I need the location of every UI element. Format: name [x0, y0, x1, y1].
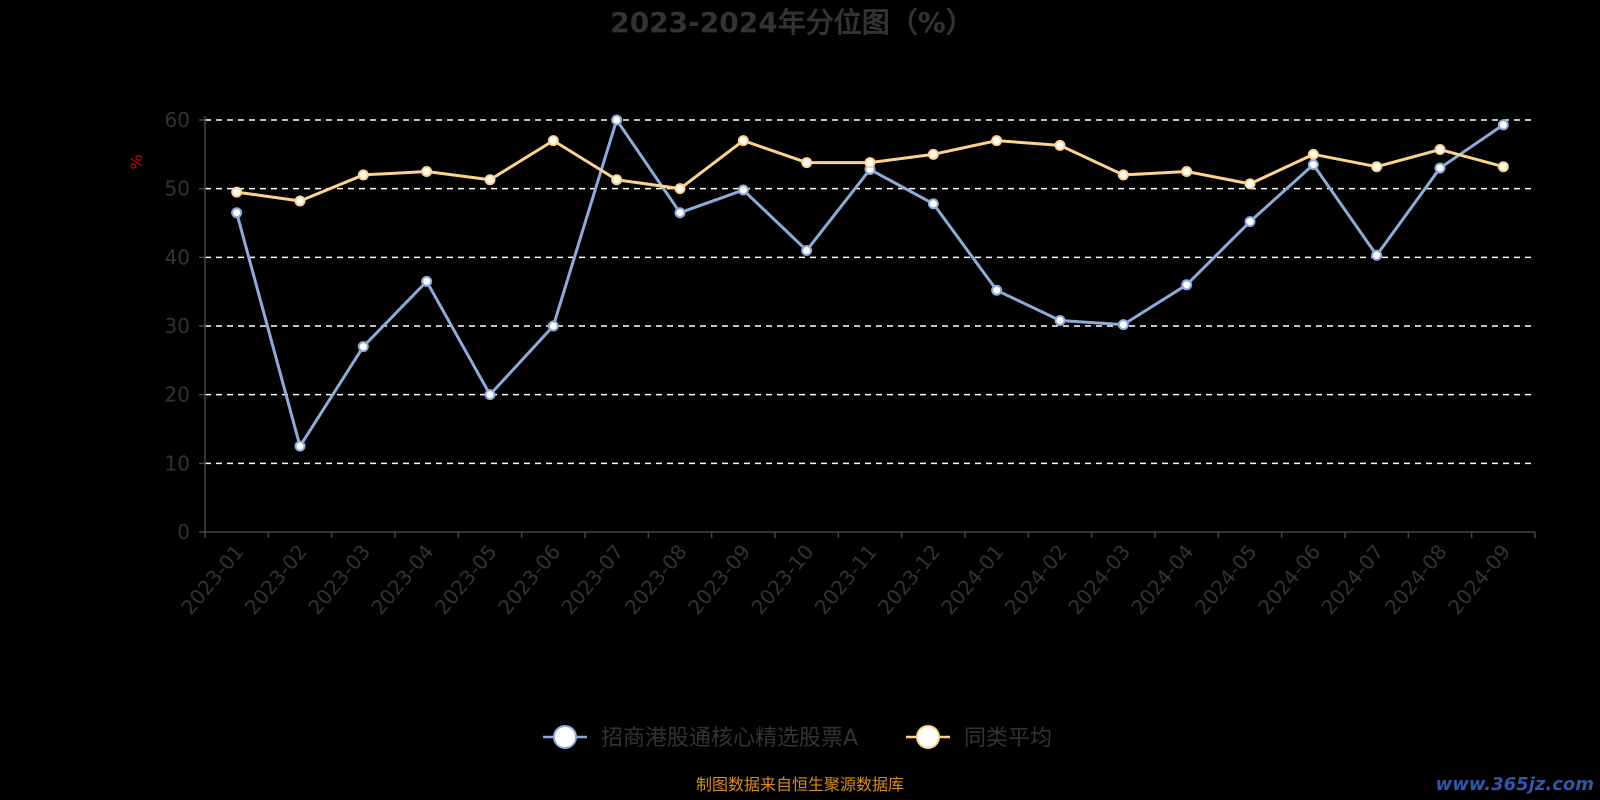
data-point — [737, 184, 749, 196]
x-tick-label: 2024-09 — [1443, 540, 1515, 619]
legend-item-2[interactable]: 同类平均 — [906, 725, 1052, 751]
data-point — [421, 166, 433, 177]
data-point — [421, 275, 433, 287]
x-tick-label: 2023-05 — [430, 540, 502, 619]
y-tick-labels: 0 10 20 30 40 50 60 — [165, 108, 190, 544]
y-axis-label: % — [127, 154, 146, 169]
legend[interactable]: 招商港股通核心精选股票A 同类平均 — [543, 725, 1052, 751]
y-tick-label: 40 — [165, 245, 190, 269]
legend-label: 同类平均 — [964, 726, 1052, 751]
legend-marker — [916, 725, 940, 749]
data-point — [991, 284, 1003, 296]
x-tick-label: 2024-04 — [1126, 540, 1198, 619]
data-point — [1181, 279, 1193, 291]
data-point — [927, 148, 939, 160]
x-tick-label: 2024-06 — [1253, 540, 1325, 619]
y-tick-label: 60 — [165, 108, 190, 132]
data-point — [991, 135, 1003, 147]
legend-item-1[interactable]: 招商港股通核心精选股票A — [543, 725, 858, 751]
data-point — [1307, 159, 1319, 171]
legend-marker — [553, 725, 577, 749]
data-point — [1117, 319, 1129, 331]
x-tick-label: 2023-04 — [366, 540, 438, 619]
data-point — [294, 440, 306, 452]
x-tick-label: 2024-05 — [1190, 540, 1262, 619]
data-point — [231, 186, 243, 198]
data-point — [927, 198, 939, 210]
data-point — [484, 174, 496, 186]
data-point — [674, 183, 686, 195]
data-point — [484, 389, 496, 401]
data-point — [1054, 139, 1066, 151]
x-tick-label: 2023-08 — [620, 540, 692, 619]
data-point — [357, 169, 369, 181]
data-point — [674, 207, 686, 219]
x-tick-label: 2024-03 — [1063, 540, 1135, 619]
data-point — [1117, 169, 1129, 181]
x-tick-label: 2024-08 — [1380, 540, 1452, 619]
x-tick-label: 2023-02 — [240, 540, 312, 619]
x-tick-label: 2023-10 — [746, 540, 818, 619]
data-point — [547, 320, 559, 332]
x-tick-label: 2023-11 — [810, 540, 882, 619]
y-tick-label: 30 — [165, 314, 190, 338]
data-point — [1497, 161, 1509, 173]
data-point — [1244, 178, 1256, 190]
legend-label: 招商港股通核心精选股票A — [601, 726, 858, 751]
x-tick-label: 2023-03 — [303, 540, 375, 619]
data-point — [1054, 315, 1066, 327]
data-point — [294, 195, 306, 207]
data-point — [801, 157, 813, 169]
data-point — [864, 157, 876, 169]
data-point — [231, 207, 243, 219]
data-point — [737, 135, 749, 147]
x-tick-label: 2023-09 — [683, 540, 755, 619]
data-point — [611, 114, 623, 126]
y-tick-label: 0 — [177, 520, 190, 544]
y-tick-label: 20 — [165, 383, 190, 407]
data-point — [357, 341, 369, 353]
data-point — [1434, 144, 1446, 156]
data-point — [1497, 119, 1509, 131]
data-point — [1371, 249, 1383, 261]
data-point — [1307, 148, 1319, 160]
data-point — [1181, 166, 1193, 177]
axes — [199, 116, 1536, 538]
x-tick-label: 2024-07 — [1316, 540, 1388, 619]
chart-title: 2023-2024年分位图（%） — [610, 6, 974, 39]
series-lines — [231, 114, 1509, 452]
data-point — [1244, 216, 1256, 228]
source-note: 制图数据来自恒生聚源数据库 — [696, 775, 904, 794]
x-tick-label: 2023-06 — [493, 540, 565, 619]
data-point — [547, 135, 559, 147]
x-tick-label: 2024-02 — [1000, 540, 1072, 619]
data-point — [611, 174, 623, 186]
data-point — [801, 244, 813, 256]
grid-lines — [205, 119, 1535, 465]
x-tick-label: 2023-07 — [556, 540, 628, 619]
x-tick-labels: 2023-012023-022023-032023-042023-052023-… — [176, 540, 1515, 619]
x-tick-label: 2023-01 — [176, 540, 248, 619]
x-tick-label: 2024-01 — [936, 540, 1008, 619]
y-tick-label: 10 — [165, 451, 190, 475]
y-tick-label: 50 — [165, 177, 190, 201]
x-tick-label: 2023-12 — [873, 540, 945, 619]
data-point — [1371, 161, 1383, 173]
data-point — [1434, 162, 1446, 174]
watermark: www.365jz.com — [1436, 774, 1594, 795]
